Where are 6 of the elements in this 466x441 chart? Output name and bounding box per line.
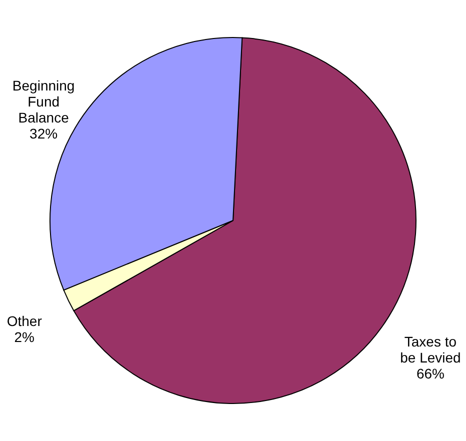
data-label: 32%	[30, 126, 58, 142]
data-label: 2%	[14, 328, 34, 345]
slice-label: Beginning Fund Balance	[12, 78, 75, 126]
slice-label: Taxes to be Levied	[400, 333, 461, 366]
slice-label: Other	[6, 312, 42, 329]
data-label: 66%	[416, 365, 444, 382]
